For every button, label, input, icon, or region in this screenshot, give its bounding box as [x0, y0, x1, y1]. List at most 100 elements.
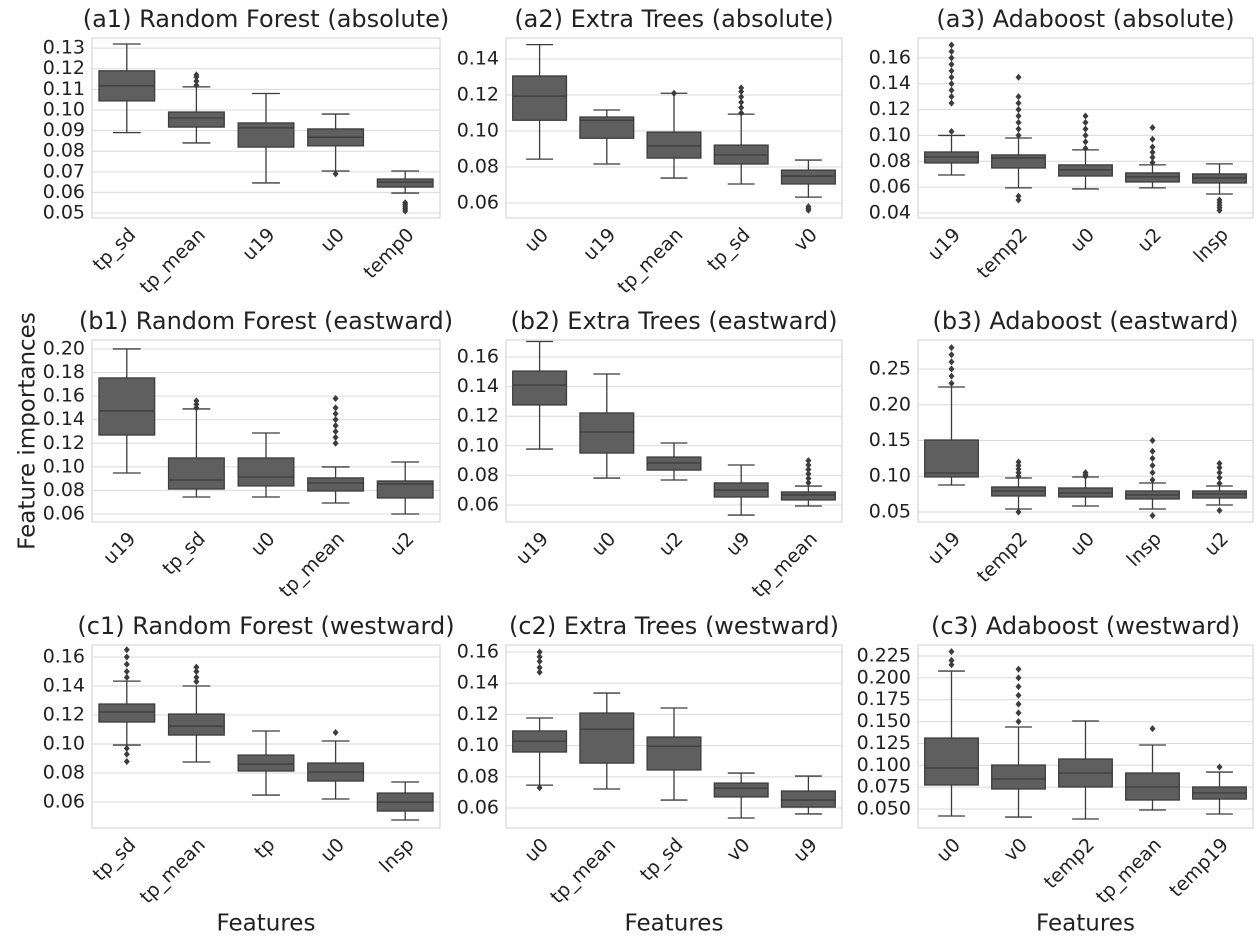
flier	[1082, 119, 1089, 127]
flier	[332, 394, 339, 402]
x-tick-label: v0	[790, 224, 822, 256]
y-tick-label: 0.10	[457, 434, 499, 456]
flier	[1015, 469, 1022, 477]
x-tick-label: lnsp	[1190, 224, 1233, 267]
y-tick-label: 0.08	[43, 140, 85, 162]
flier	[123, 744, 130, 752]
x-tick-label: u0	[247, 528, 280, 561]
y-tick-label: 0.16	[43, 385, 85, 407]
x-tick-label: u9	[722, 528, 755, 561]
y-tick-label: 0.10	[457, 120, 499, 142]
flier	[123, 653, 130, 661]
y-tick-label: 0.10	[457, 734, 499, 756]
x-tick-label: tp_sd	[89, 224, 141, 276]
flier	[948, 365, 955, 373]
y-tick-label: 0.10	[869, 465, 911, 487]
flier	[1015, 683, 1022, 691]
y-tick-label: 0.08	[457, 464, 499, 486]
flier	[948, 93, 955, 101]
box	[924, 737, 979, 786]
flier	[193, 404, 200, 412]
chart-title: (a1) Random Forest (absolute)	[83, 5, 450, 33]
y-tick-label: 0.11	[43, 78, 85, 100]
y-tick-label: 0.12	[457, 84, 499, 106]
box	[307, 477, 365, 492]
y-tick-label: 0.20	[869, 393, 911, 415]
flier	[1015, 665, 1022, 673]
y-tick-label: 0.09	[43, 119, 85, 141]
box	[646, 736, 702, 771]
flier	[1216, 464, 1223, 472]
chart-title: (c3) Adaboost (westward)	[931, 612, 1240, 640]
flier	[1015, 192, 1022, 200]
x-tick-label: lnsp	[375, 834, 418, 877]
box	[167, 457, 225, 490]
x-axis-label: Features	[1036, 911, 1135, 937]
box	[237, 754, 295, 772]
flier	[1015, 131, 1022, 139]
x-tick-label: u19	[512, 528, 553, 569]
x-tick-label: temp19	[1165, 834, 1233, 902]
x-tick-label: v0	[1000, 834, 1032, 866]
flier	[193, 400, 200, 408]
flier	[1015, 196, 1022, 204]
flier	[1082, 138, 1089, 146]
flier	[123, 673, 130, 681]
flier	[1149, 437, 1156, 445]
flier	[805, 465, 812, 473]
y-tick-label: 0.075	[857, 776, 911, 798]
flier	[193, 71, 200, 79]
flier	[1149, 469, 1156, 477]
flier	[948, 67, 955, 75]
flier	[805, 479, 812, 487]
y-tick-label: 0.100	[857, 754, 911, 776]
flier	[1082, 469, 1089, 477]
x-axis-label: Features	[217, 911, 316, 937]
box	[780, 790, 836, 808]
chart-title: (a2) Extra Trees (absolute)	[514, 5, 833, 33]
box	[512, 370, 568, 406]
y-tick-label: 0.12	[43, 57, 85, 79]
y-tick-label: 0.18	[43, 361, 85, 383]
box	[924, 439, 979, 478]
x-tick-label: tp_sd	[89, 834, 141, 886]
flier	[1149, 159, 1156, 167]
flier	[1015, 119, 1022, 127]
box	[646, 131, 702, 159]
flier	[332, 404, 339, 412]
box	[780, 491, 836, 501]
flier	[123, 757, 130, 765]
y-tick-label: 0.16	[43, 646, 85, 668]
flier	[536, 784, 543, 792]
flier	[1149, 447, 1156, 455]
box	[98, 377, 156, 436]
y-tick-label: 0.150	[857, 710, 911, 732]
flier	[738, 87, 745, 95]
y-tick-label: 0.200	[857, 666, 911, 688]
flier	[1015, 508, 1022, 516]
y-tick-label: 0.08	[869, 150, 911, 172]
flier	[948, 656, 955, 664]
x-tick-label: tp_sd	[636, 834, 688, 886]
flier	[332, 422, 339, 430]
flier	[332, 416, 339, 424]
chart-title: (b1) Random Forest (eastward)	[79, 307, 453, 335]
x-tick-label: tp_mean	[136, 834, 210, 908]
flier	[1015, 465, 1022, 473]
flier	[1149, 462, 1156, 470]
flier	[193, 77, 200, 85]
flier	[1149, 454, 1156, 462]
box	[713, 782, 769, 798]
flier	[123, 668, 130, 676]
box	[167, 111, 225, 128]
flier	[1149, 512, 1156, 520]
y-tick-label: 0.07	[43, 160, 85, 182]
y-tick-label: 0.15	[869, 429, 911, 451]
flier	[948, 99, 955, 107]
flier	[332, 410, 339, 418]
flier	[948, 86, 955, 94]
x-tick-label: tp_mean	[275, 528, 349, 602]
x-tick-label: tp_mean	[1092, 834, 1166, 908]
flier	[948, 648, 955, 656]
flier	[1082, 144, 1089, 152]
